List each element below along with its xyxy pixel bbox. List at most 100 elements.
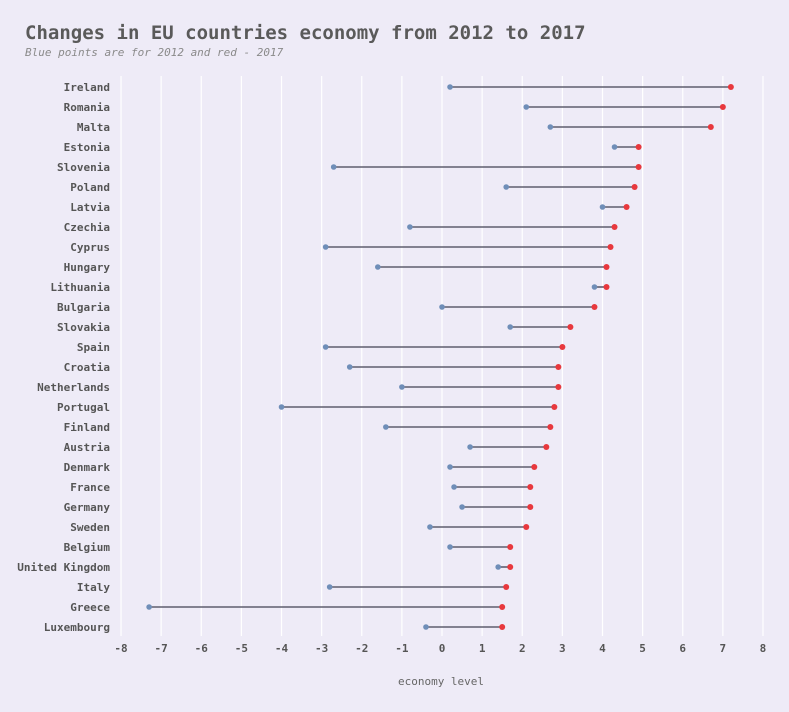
point-2012-malta <box>547 124 554 130</box>
point-2012-ireland <box>447 84 453 90</box>
point-2017-bulgaria <box>591 304 598 310</box>
category-label-belgium: Belgium <box>64 541 111 554</box>
category-label-luxembourg: Luxembourg <box>44 621 110 634</box>
x-tick-label: 0 <box>439 642 446 655</box>
x-tick-label: -8 <box>114 642 127 655</box>
point-2012-france <box>451 484 457 490</box>
chart-title: Changes in EU countries economy from 201… <box>25 22 586 44</box>
point-2012-belgium <box>447 544 453 550</box>
point-2017-greece <box>499 604 506 610</box>
point-2017-latvia <box>623 204 630 210</box>
point-2017-belgium <box>507 544 514 550</box>
point-2017-spain <box>559 344 566 350</box>
x-tick-label: 3 <box>559 642 566 655</box>
category-label-slovakia: Slovakia <box>57 321 110 334</box>
x-tick-label: 4 <box>599 642 606 655</box>
category-label-poland: Poland <box>70 181 110 194</box>
point-2012-hungary <box>375 264 381 270</box>
x-tick-label: -1 <box>395 642 409 655</box>
grid-lines <box>120 76 764 636</box>
point-2012-sweden <box>427 524 433 530</box>
point-2012-austria <box>467 444 473 450</box>
point-2017-croatia <box>555 364 562 370</box>
point-2017-cyprus <box>607 244 614 250</box>
category-label-netherlands: Netherlands <box>37 381 110 394</box>
point-2017-italy <box>503 584 510 590</box>
point-2012-germany <box>459 504 465 510</box>
point-2012-united-kingdom <box>495 564 501 570</box>
x-tick-labels: -8 -7 -6 -5 -4 -3 -2 -1 0 1 2 3 4 5 6 7 8 <box>114 642 766 655</box>
point-2017-austria <box>543 444 550 450</box>
point-2012-latvia <box>599 204 606 210</box>
x-tick-label: 6 <box>679 642 686 655</box>
point-2017-united-kingdom <box>507 564 514 570</box>
point-2012-czechia <box>407 224 413 230</box>
point-2017-romania <box>719 104 726 110</box>
point-2012-bulgaria <box>439 304 445 310</box>
point-2017-czechia <box>611 224 618 230</box>
point-2017-luxembourg <box>499 624 506 630</box>
category-label-germany: Germany <box>64 501 111 514</box>
point-2012-cyprus <box>322 244 329 250</box>
x-tick-label: 5 <box>639 642 646 655</box>
point-2017-lithuania <box>603 284 610 290</box>
category-label-denmark: Denmark <box>64 461 111 474</box>
point-2012-denmark <box>447 464 453 470</box>
point-2017-slovakia <box>567 324 574 330</box>
x-tick-label: 8 <box>760 642 767 655</box>
point-2017-france <box>527 484 534 490</box>
x-tick-label: -4 <box>275 642 289 655</box>
point-2012-slovakia <box>507 324 514 330</box>
point-2017-germany <box>527 504 534 510</box>
category-label-czechia: Czechia <box>64 221 110 234</box>
x-tick-label: -6 <box>195 642 209 655</box>
x-tick-label: 2 <box>519 642 526 655</box>
category-label-estonia: Estonia <box>64 141 110 154</box>
chart-subtitle: Blue points are for 2012 and red - 2017 <box>25 46 284 59</box>
category-label-france: France <box>70 481 110 494</box>
category-label-ireland: Ireland <box>64 81 110 94</box>
category-label-italy: Italy <box>77 581 110 594</box>
point-2012-italy <box>326 584 333 590</box>
category-label-austria: Austria <box>64 441 110 454</box>
category-label-united-kingdom: United Kingdom <box>17 561 110 574</box>
point-2012-poland <box>503 184 510 190</box>
point-2012-lithuania <box>591 284 598 290</box>
point-2012-luxembourg <box>423 624 429 630</box>
point-2017-denmark <box>531 464 538 470</box>
point-2012-finland <box>383 424 389 430</box>
point-2012-spain <box>322 344 329 350</box>
category-label-romania: Romania <box>64 101 110 114</box>
category-label-portugal: Portugal <box>57 401 110 414</box>
x-tick-label: -3 <box>315 642 328 655</box>
category-label-spain: Spain <box>77 341 110 354</box>
point-2017-slovenia <box>635 164 642 170</box>
category-label-latvia: Latvia <box>70 201 110 214</box>
point-2012-romania <box>523 104 530 110</box>
point-2017-finland <box>547 424 554 430</box>
point-2017-estonia <box>635 144 642 150</box>
category-label-hungary: Hungary <box>64 261 111 274</box>
point-2017-ireland <box>727 84 734 90</box>
connector-lines <box>149 86 731 628</box>
x-tick-label: 1 <box>479 642 486 655</box>
point-2017-poland <box>631 184 638 190</box>
category-label-croatia: Croatia <box>64 361 110 374</box>
category-label-slovenia: Slovenia <box>57 161 110 174</box>
point-2017-netherlands <box>555 384 562 390</box>
category-label-cyprus: Cyprus <box>70 241 110 254</box>
point-2012-greece <box>146 604 152 610</box>
x-tick-label: -7 <box>155 642 168 655</box>
point-2012-portugal <box>278 404 285 410</box>
point-2017-sweden <box>523 524 530 530</box>
category-label-lithuania: Lithuania <box>50 281 110 294</box>
x-tick-label: -5 <box>235 642 248 655</box>
category-label-sweden: Sweden <box>70 521 110 534</box>
point-2012-netherlands <box>399 384 405 390</box>
category-label-bulgaria: Bulgaria <box>57 301 110 314</box>
category-label-malta: Malta <box>77 121 110 134</box>
x-axis-title: economy level <box>398 675 484 688</box>
point-2017-hungary <box>603 264 610 270</box>
category-labels: Ireland Romania Malta Estonia Slovenia Poland… <box>17 81 110 634</box>
